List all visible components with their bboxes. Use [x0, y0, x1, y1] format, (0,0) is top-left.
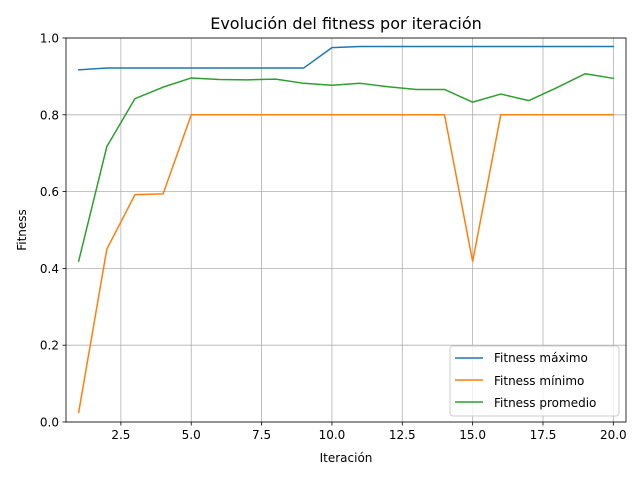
y-axis-title: Fitness	[15, 209, 29, 251]
y-tick-label: 0.0	[40, 416, 59, 430]
series-line-fitness-max	[77, 45, 615, 71]
legend-label-max: Fitness máximo	[494, 351, 588, 365]
y-tick-label: 0.4	[40, 262, 59, 276]
legend-frame	[449, 345, 620, 417]
series-line-fitness-avg	[77, 72, 615, 263]
x-tick-label: 2.5	[111, 428, 130, 442]
y-tick-label: 1.0	[40, 32, 59, 46]
x-tick-label: 10.0	[319, 428, 346, 442]
x-tick-label: 12.5	[389, 428, 416, 442]
series-lines	[77, 45, 615, 414]
x-tick-label: 15.0	[459, 428, 486, 442]
legend-label-min: Fitness mínimo	[494, 374, 584, 388]
x-axis-ticks: 2.5 5.0 7.5 10.0 12.5 15.0 17.5 20.0	[111, 422, 627, 442]
x-tick-label: 5.0	[182, 428, 201, 442]
legend-label-avg: Fitness promedio	[494, 396, 596, 410]
y-tick-label: 0.6	[40, 185, 59, 199]
x-tick-label: 17.5	[530, 428, 557, 442]
series-line-fitness-min	[77, 114, 615, 414]
legend: Fitness máximo Fitness mínimo Fitness pr…	[449, 345, 620, 417]
y-tick-label: 0.2	[40, 339, 59, 353]
x-tick-label: 20.0	[600, 428, 627, 442]
x-axis-title: Iteración	[320, 451, 373, 465]
chart-title: Evolución del fitness por iteración	[210, 14, 482, 33]
y-tick-label: 0.8	[40, 108, 59, 122]
x-tick-label: 7.5	[252, 428, 271, 442]
y-axis-ticks: 0.0 0.2 0.4 0.6 0.8 1.0	[40, 32, 66, 430]
plot-frame	[65, 37, 627, 423]
